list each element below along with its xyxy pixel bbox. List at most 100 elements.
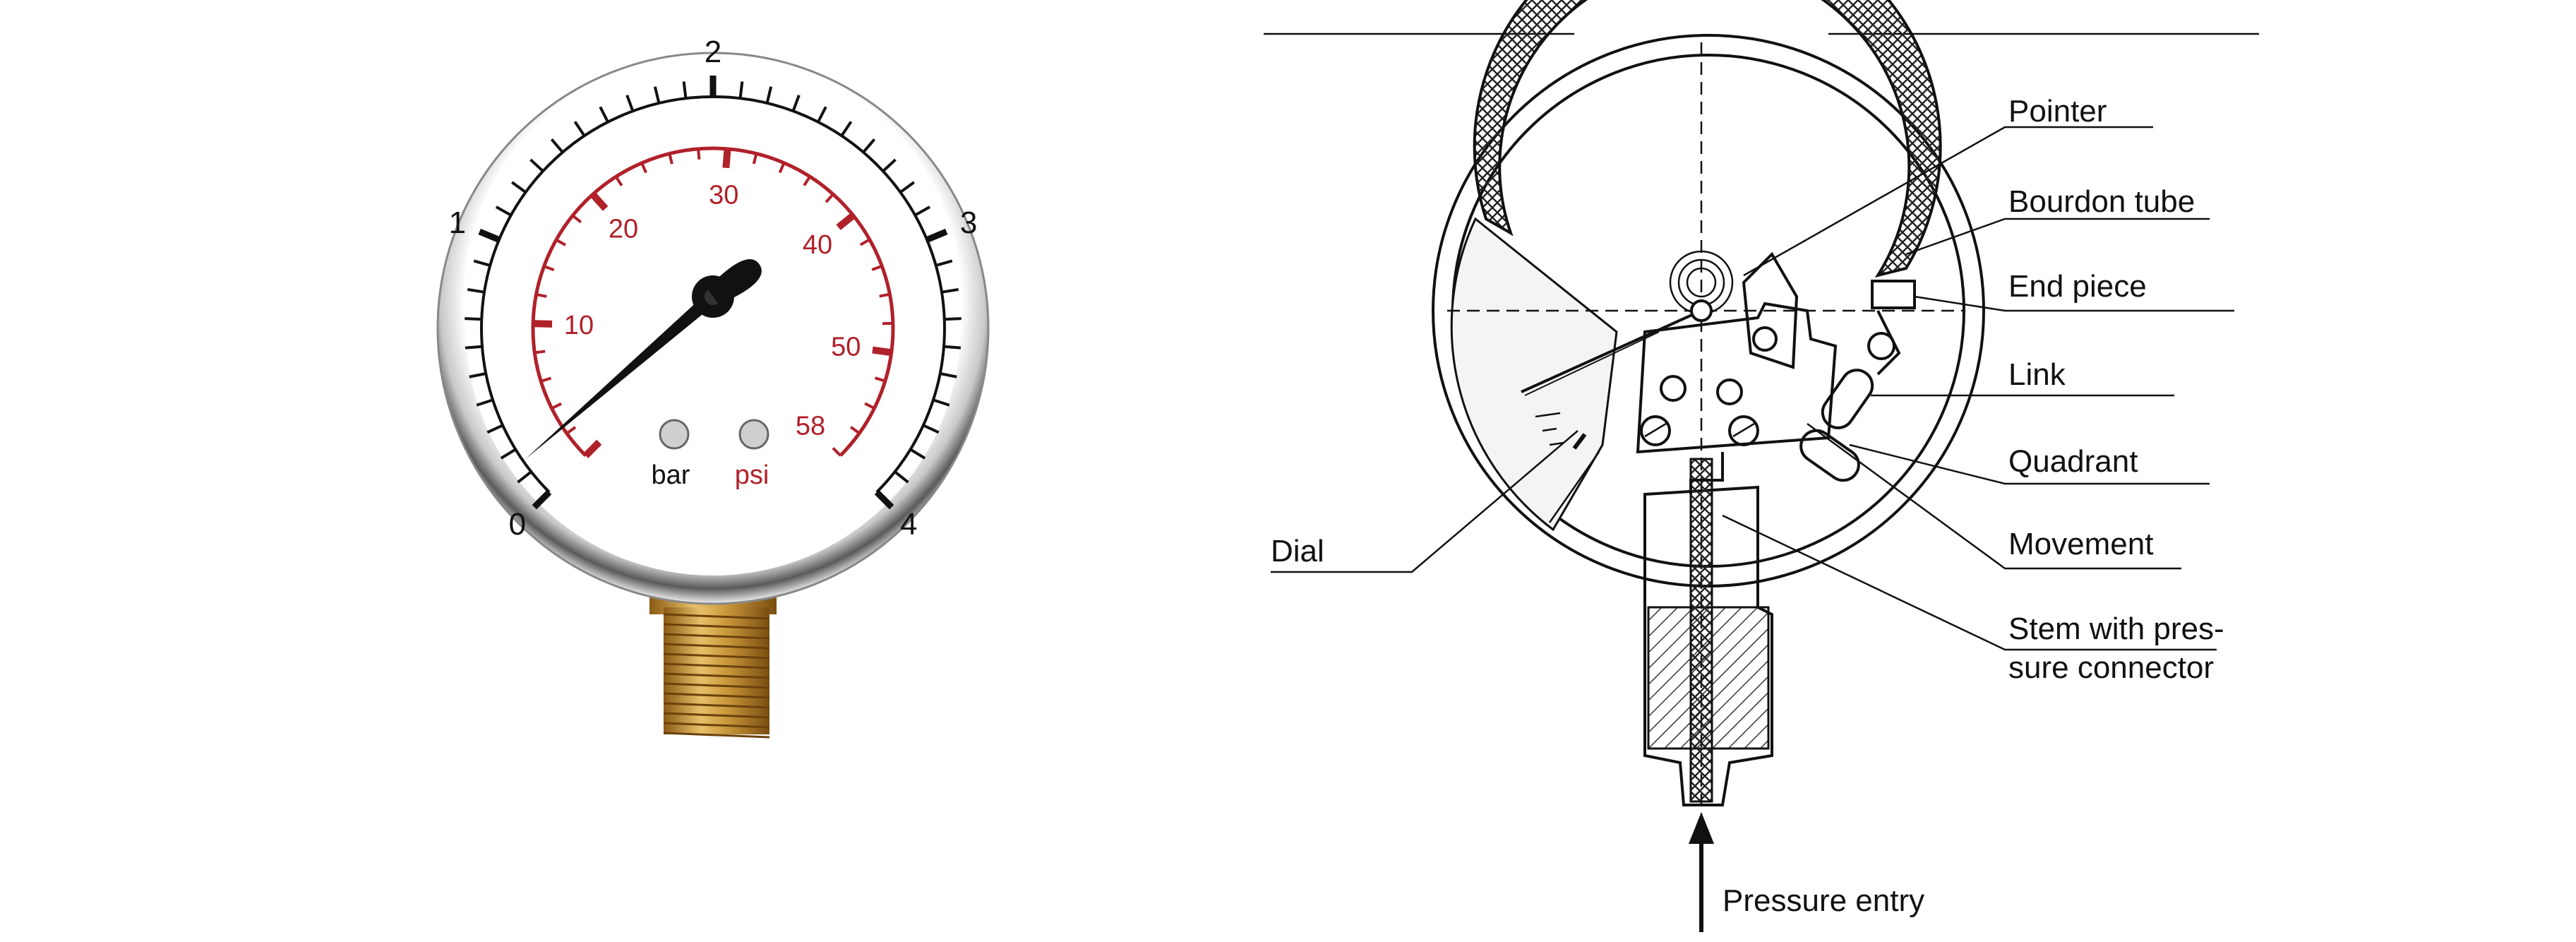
psi-label: 58: [796, 412, 825, 441]
psi-tick: [864, 402, 875, 410]
psi-tick: [872, 346, 892, 357]
psi-tick: [532, 320, 553, 328]
bar-label: 2: [705, 35, 721, 69]
psi-label: 40: [803, 230, 832, 260]
psi-label: 20: [609, 215, 638, 244]
fitting-threads: [663, 613, 770, 739]
psi-label: 50: [831, 332, 861, 362]
end-piece-arm: [1876, 310, 1901, 376]
bar-tick: [862, 138, 876, 153]
bar-label: 1: [449, 205, 466, 240]
leader-movement: [1807, 422, 2181, 570]
bar-label: 0: [509, 507, 526, 542]
face-screw-left: [659, 419, 690, 450]
bar-tick: [625, 95, 635, 112]
bar-tick: [486, 424, 503, 434]
leader-dial: [1271, 430, 1578, 573]
psi-tick: [752, 153, 758, 165]
bar-tick: [935, 259, 953, 267]
psi-label: 30: [709, 181, 738, 210]
bar-tick: [473, 259, 491, 267]
psi-tick: [555, 238, 567, 246]
psi-tick: [849, 426, 861, 435]
bar-tick: [941, 287, 959, 294]
psi-tick: [543, 265, 555, 272]
bar-tick: [817, 106, 827, 123]
bar-tick: [894, 470, 909, 484]
label-quadrant: Quadrant: [2008, 444, 2138, 479]
cutaway-diagram: Pointer Bourdon tube End piece Link Quad…: [1264, 0, 2259, 932]
thread-line: [663, 662, 770, 669]
gauge-photo: 0 1 2 3 4 10 20 30 40 50 58 bar psi: [436, 35, 990, 739]
label-stem-line2: sure connector: [2008, 650, 2214, 685]
leader-bourdon-tube: [1905, 217, 2210, 256]
psi-tick: [540, 376, 552, 383]
diagram-pointer-edge: [1524, 331, 1660, 396]
thread-line: [663, 633, 770, 640]
leader-end-piece: [1914, 295, 2234, 312]
bar-tick: [573, 121, 586, 137]
bar-tick: [469, 372, 486, 378]
bar-tick: [500, 448, 517, 460]
bar-label: 3: [960, 205, 977, 240]
psi-tick: [697, 148, 701, 160]
bar-tick: [933, 398, 950, 407]
bar-tick: [532, 489, 552, 510]
thread-line: [663, 722, 770, 729]
psi-tick: [722, 148, 731, 169]
unit-bar-label: bar: [652, 460, 690, 490]
thread-line: [663, 643, 770, 650]
psi-tick: [668, 153, 673, 165]
dial-marks: [1535, 412, 1587, 450]
label-stem-line1: Stem with pres-: [2008, 612, 2224, 646]
psi-tick: [836, 213, 856, 230]
bar-tick: [899, 181, 915, 193]
psi-tick: [551, 402, 562, 410]
psi-tick: [859, 238, 870, 246]
psi-tick: [825, 193, 834, 203]
psi-tick: [871, 264, 882, 271]
thread-line: [663, 702, 770, 709]
thread-line: [663, 682, 770, 689]
quadrant-lever: [1742, 251, 1799, 369]
stem-channel: [1689, 452, 1724, 494]
link-slot: [1821, 369, 1874, 429]
label-bourdon-tube: Bourdon tube: [2008, 184, 2195, 219]
psi-tick: [874, 376, 886, 383]
bar-tick: [550, 138, 564, 153]
bar-tick: [599, 106, 609, 123]
label-pressure-entry: Pressure entry: [1723, 883, 1924, 918]
bar-scale-arc: [480, 95, 946, 494]
movement-plate: [1636, 302, 1838, 454]
psi-label: 10: [564, 311, 594, 340]
psi-tick: [803, 175, 811, 186]
psi-scale-labels: 10 20 30 40 50 58: [564, 181, 861, 441]
psi-scale-arc: [531, 146, 895, 458]
label-end-piece: End piece: [2008, 269, 2147, 304]
bar-tick: [925, 228, 948, 243]
psi-tick: [571, 214, 582, 224]
leader-quadrant: [1849, 443, 2210, 485]
psi-tick: [583, 439, 602, 458]
psi-tick: [534, 350, 546, 354]
thread-line: [663, 623, 770, 630]
stem-bore: [1689, 458, 1713, 803]
bar-tick: [944, 317, 961, 321]
dial-edge: [1548, 451, 1600, 523]
leader-stem: [1722, 514, 2217, 651]
thread-line: [663, 613, 770, 620]
bar-tick: [511, 181, 527, 193]
bar-tick: [914, 205, 931, 217]
bar-tick: [923, 424, 940, 434]
stem-body: [1643, 485, 1773, 806]
movement-screws: [1640, 326, 1778, 446]
psi-tick: [565, 426, 577, 435]
label-movement: Movement: [2008, 527, 2153, 561]
bar-tick: [467, 287, 485, 294]
thread-line: [663, 672, 770, 679]
bar-tick: [517, 470, 532, 484]
bar-label: 4: [900, 507, 917, 542]
pressure-arrow: [1689, 812, 1714, 932]
label-link: Link: [2008, 357, 2066, 392]
